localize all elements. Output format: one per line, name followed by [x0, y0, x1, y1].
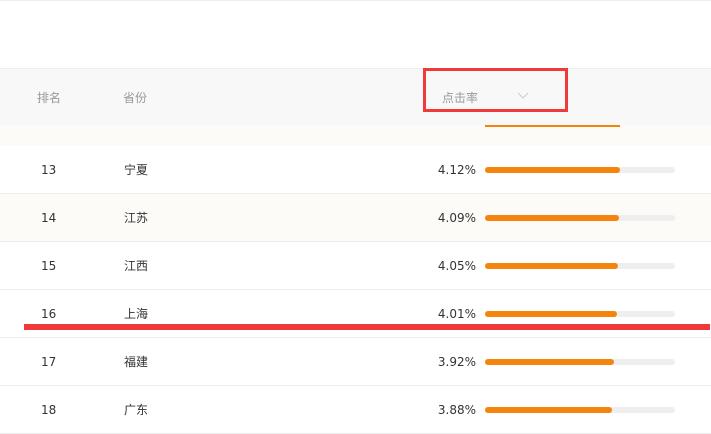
province: 广东 — [124, 403, 149, 417]
bar — [485, 407, 613, 413]
header-rate[interactable]: 点击率 — [442, 91, 479, 105]
rank: 14 — [41, 211, 57, 225]
bar-track — [485, 359, 675, 365]
table-row: 15 江西 4.05% — [0, 242, 711, 290]
rank: 13 — [41, 163, 57, 177]
rate-label: 4.05% — [437, 259, 476, 273]
bar — [485, 311, 617, 317]
rank: 16 — [41, 307, 57, 321]
bar — [485, 215, 620, 221]
rate-label: 4.09% — [437, 211, 476, 225]
bar-track — [485, 407, 675, 413]
province: 江苏 — [124, 211, 149, 225]
bar — [485, 167, 621, 173]
clipped-row — [0, 125, 711, 147]
bar-track — [485, 215, 675, 221]
rate-label: 4.12% — [437, 163, 476, 177]
province: 江西 — [124, 259, 149, 273]
top-border — [0, 0, 711, 1]
table-header — [0, 68, 711, 126]
bar-track — [485, 167, 675, 173]
rate-label: 4.01% — [437, 307, 476, 321]
highlight-line — [24, 324, 710, 330]
table-row: 17 福建 3.92% — [0, 338, 711, 386]
bar-track — [485, 311, 675, 317]
rate-label: 3.88% — [437, 403, 476, 417]
table-row: 14 江苏 4.09% — [0, 194, 711, 242]
province: 福建 — [124, 355, 149, 369]
clipped-bar — [485, 125, 620, 127]
province: 宁夏 — [124, 163, 149, 177]
table-row: 18 广东 3.88% — [0, 386, 711, 434]
rate-label: 3.92% — [437, 355, 476, 369]
table-row: 13 宁夏 4.12% — [0, 146, 711, 194]
province: 上海 — [124, 307, 149, 321]
rank: 15 — [41, 259, 57, 273]
bar-track — [485, 263, 675, 269]
header-rank: 排名 — [37, 91, 62, 105]
bar — [485, 359, 614, 365]
rank: 18 — [41, 403, 57, 417]
sort-chevron[interactable] — [517, 92, 529, 100]
table-row: 16 上海 4.01% — [0, 290, 711, 338]
highlight-box — [423, 68, 568, 112]
header-province: 省份 — [123, 91, 148, 105]
bar — [485, 263, 618, 269]
rank: 17 — [41, 355, 57, 369]
